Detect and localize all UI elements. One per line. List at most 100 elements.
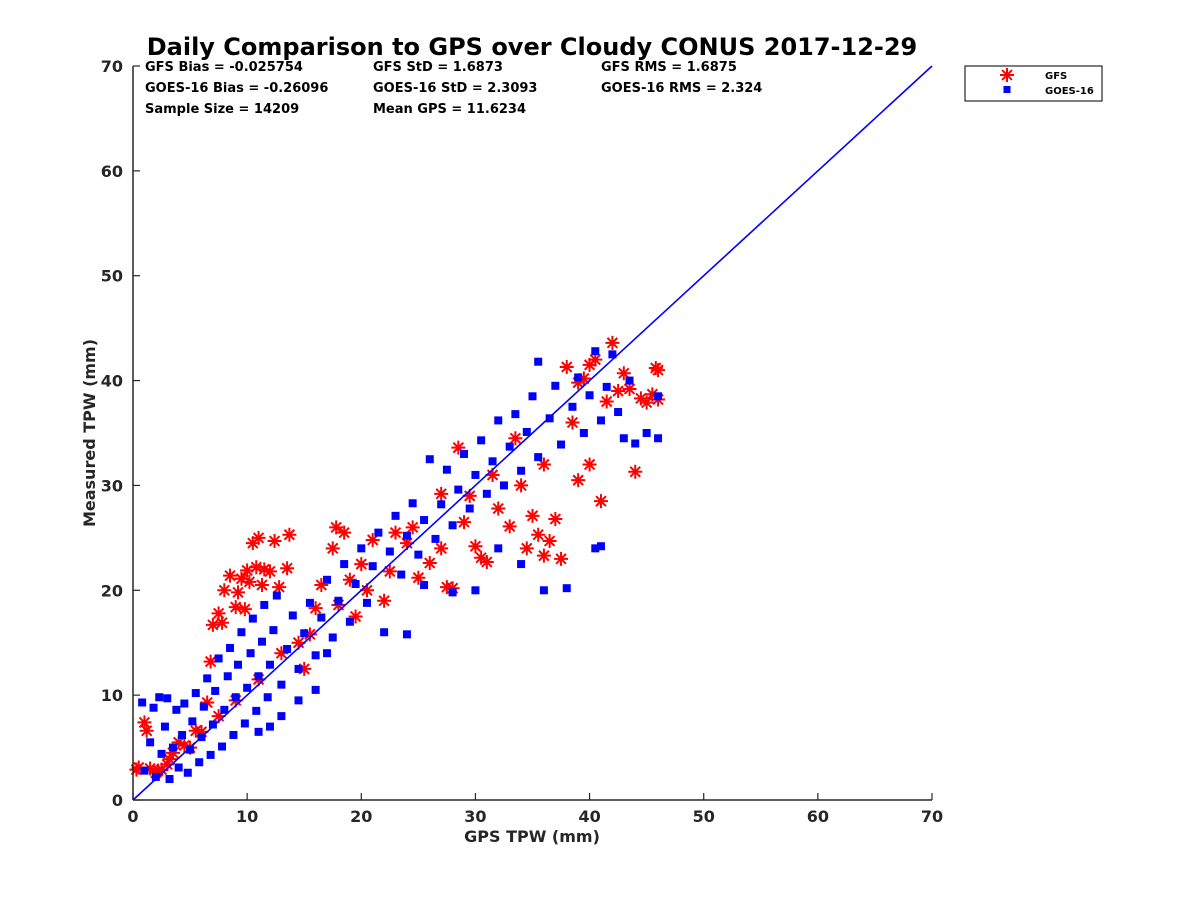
goes-point-71 bbox=[414, 550, 423, 559]
goes-point-74 bbox=[431, 534, 440, 543]
goes-point-6 bbox=[157, 749, 166, 758]
gfs-point-38 bbox=[314, 578, 329, 593]
goes-point-48 bbox=[283, 645, 292, 654]
gfs-point-54 bbox=[451, 440, 466, 455]
gfs-point-23 bbox=[240, 563, 255, 578]
stat-sample-size: Sample Size = 14209 bbox=[145, 102, 299, 117]
goes-point-47 bbox=[277, 680, 286, 689]
gfs-point-86 bbox=[651, 363, 666, 378]
gfs-point-48 bbox=[399, 536, 414, 551]
gfs-point-56 bbox=[468, 539, 483, 554]
goes-point-68 bbox=[397, 570, 406, 579]
gfs-point-91 bbox=[508, 431, 523, 446]
gfs-point-3 bbox=[139, 723, 154, 738]
goes-point-85 bbox=[494, 416, 503, 425]
goes-point-99 bbox=[574, 373, 583, 382]
gfs-point-76 bbox=[599, 394, 614, 409]
gfs-point-84 bbox=[645, 387, 660, 402]
goes-point-56 bbox=[328, 633, 337, 642]
x-tick-label-7: 70 bbox=[921, 807, 943, 826]
goes-point-42 bbox=[260, 600, 269, 609]
goes-point-53 bbox=[311, 651, 320, 660]
gfs-point-30 bbox=[262, 564, 277, 579]
goes-point-51 bbox=[300, 629, 309, 638]
gfs-point-98 bbox=[331, 597, 346, 612]
goes-point-109 bbox=[631, 439, 640, 448]
gfs-point-55 bbox=[457, 515, 472, 530]
goes-point-1 bbox=[140, 766, 149, 775]
x-tick-label-6: 60 bbox=[807, 807, 829, 826]
gfs-point-67 bbox=[548, 511, 563, 526]
gfs-point-26 bbox=[249, 560, 264, 575]
goes-point-7 bbox=[160, 722, 169, 731]
legend-box bbox=[964, 65, 1103, 102]
y-axis-label: Measured TPW (mm) bbox=[80, 339, 99, 527]
goes-point-4 bbox=[151, 772, 160, 781]
series-gfs bbox=[129, 335, 666, 780]
goes-point-106 bbox=[614, 408, 623, 417]
goes-point-43 bbox=[263, 693, 272, 702]
goes-point-117 bbox=[517, 560, 526, 569]
x-tick-label-1: 10 bbox=[236, 807, 258, 826]
gfs-point-25 bbox=[245, 536, 260, 551]
legend-gfs-label: GFS bbox=[1045, 71, 1067, 82]
y-tick-label-3: 30 bbox=[101, 476, 123, 495]
gfs-point-17 bbox=[217, 583, 232, 598]
goes-point-116 bbox=[494, 544, 503, 553]
x-tick-label-4: 40 bbox=[578, 807, 600, 826]
gfs-point-107 bbox=[151, 763, 166, 778]
goes-point-57 bbox=[334, 596, 343, 605]
goes-point-122 bbox=[323, 649, 332, 658]
gfs-point-49 bbox=[411, 570, 426, 585]
goes-point-82 bbox=[477, 436, 486, 445]
goes-point-124 bbox=[294, 696, 303, 705]
gfs-point-78 bbox=[611, 384, 626, 399]
one-to-one-line bbox=[132, 65, 933, 801]
goes-point-105 bbox=[608, 350, 617, 359]
goes-point-86 bbox=[499, 481, 508, 490]
gfs-point-50 bbox=[422, 556, 437, 571]
gfs-point-44 bbox=[354, 557, 369, 572]
stat-gfs-std: GFS StD = 1.6873 bbox=[373, 60, 503, 75]
goes-point-73 bbox=[425, 455, 434, 464]
goes-point-27 bbox=[218, 742, 227, 751]
goes-point-2 bbox=[146, 738, 155, 747]
y-tick-label-6: 60 bbox=[101, 162, 123, 181]
goes-point-10 bbox=[168, 743, 177, 752]
goes-point-96 bbox=[557, 440, 566, 449]
goes-point-33 bbox=[234, 660, 243, 669]
goes-point-59 bbox=[345, 617, 354, 626]
gfs-point-95 bbox=[405, 520, 420, 535]
gfs-point-37 bbox=[308, 601, 323, 616]
axes: 0 10 20 30 40 50 60 70 0 10 20 30 40 50 60 70 bbox=[101, 57, 943, 826]
goes-point-50 bbox=[294, 664, 303, 673]
goes-point-101 bbox=[585, 391, 594, 400]
goes-point-114 bbox=[591, 544, 600, 553]
gfs-point-75 bbox=[593, 494, 608, 509]
x-tick-label-2: 20 bbox=[350, 807, 372, 826]
gfs-point-64 bbox=[531, 527, 546, 542]
chart-title: Daily Comparison to GPS over Cloudy CONU… bbox=[147, 33, 918, 61]
goes-point-81 bbox=[471, 470, 480, 479]
gfs-point-11 bbox=[188, 723, 203, 738]
goes-point-17 bbox=[188, 717, 197, 726]
gfs-point-28 bbox=[254, 578, 269, 593]
gfs-point-60 bbox=[502, 519, 517, 534]
gfs-point-45 bbox=[365, 532, 380, 547]
goes-point-52 bbox=[305, 598, 314, 607]
gfs-point-71 bbox=[571, 375, 586, 390]
goes-point-14 bbox=[180, 699, 189, 708]
gfs-point-62 bbox=[519, 541, 534, 556]
goes-point-119 bbox=[448, 588, 457, 597]
gfs-point-14 bbox=[205, 617, 220, 632]
goes-point-63 bbox=[368, 562, 377, 571]
goes-point-22 bbox=[203, 674, 212, 683]
gfs-point-97 bbox=[359, 583, 374, 598]
gfs-point-92 bbox=[485, 467, 500, 482]
goes-point-26 bbox=[214, 654, 223, 663]
y-tick-label-1: 10 bbox=[101, 686, 123, 705]
goes-point-79 bbox=[460, 449, 469, 458]
gfs-point-29 bbox=[257, 562, 272, 577]
goes-point-31 bbox=[229, 730, 238, 739]
gfs-point-24 bbox=[242, 574, 257, 589]
